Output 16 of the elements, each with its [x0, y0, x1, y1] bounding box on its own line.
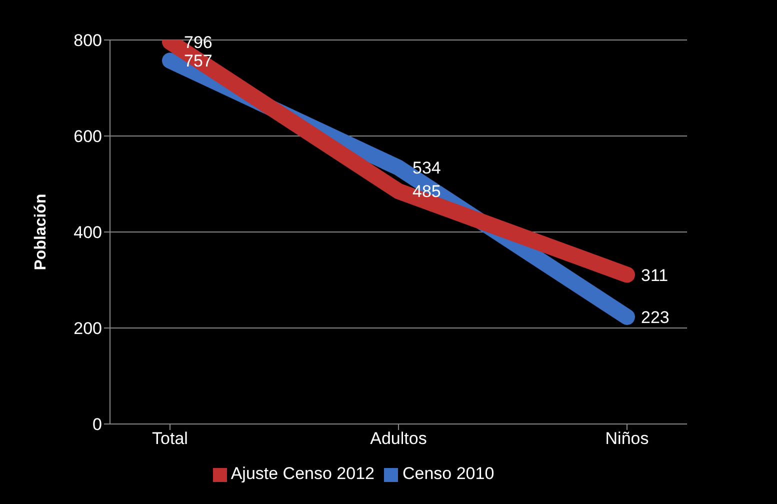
data-label: 311	[641, 266, 668, 285]
data-label: 534	[412, 158, 441, 178]
legend-label: Censo 2010	[402, 464, 494, 483]
x-tick-label: Total	[152, 429, 188, 448]
y-tick-label: 600	[74, 127, 102, 146]
y-tick-label: 800	[74, 31, 102, 50]
data-label: 757	[184, 52, 212, 71]
y-tick-label: 200	[74, 319, 102, 338]
y-tick-label: 400	[74, 223, 102, 242]
data-label: 796	[184, 32, 212, 52]
y-tick-label: 0	[92, 415, 102, 434]
x-tick-label: Niños	[605, 429, 649, 448]
y-axis-title: Población	[32, 194, 50, 270]
data-label: 223	[641, 308, 670, 327]
x-tick-label: Adultos	[370, 429, 427, 448]
legend-label: Ajuste Censo 2012	[230, 464, 374, 483]
